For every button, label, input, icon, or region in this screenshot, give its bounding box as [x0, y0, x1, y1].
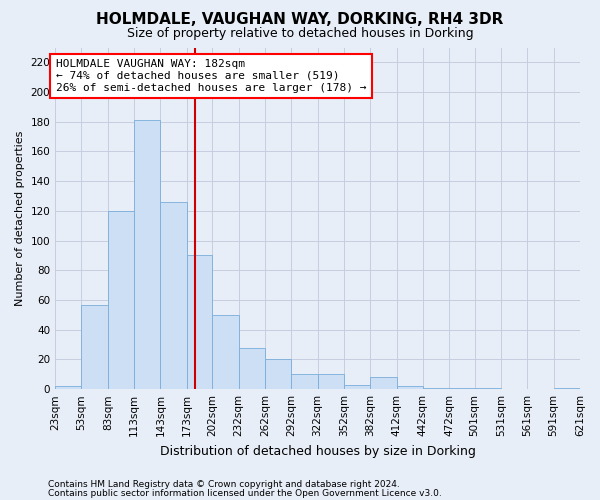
Text: Contains HM Land Registry data © Crown copyright and database right 2024.: Contains HM Land Registry data © Crown c…: [48, 480, 400, 489]
Text: Size of property relative to detached houses in Dorking: Size of property relative to detached ho…: [127, 28, 473, 40]
Bar: [82, 304, 108, 389]
Bar: [397, 386, 423, 389]
Bar: [265, 360, 291, 389]
Bar: [108, 211, 134, 389]
Bar: [554, 388, 580, 389]
Bar: [55, 386, 82, 389]
Bar: [291, 374, 317, 389]
Text: HOLMDALE, VAUGHAN WAY, DORKING, RH4 3DR: HOLMDALE, VAUGHAN WAY, DORKING, RH4 3DR: [97, 12, 503, 28]
Bar: [449, 388, 475, 389]
Text: Contains public sector information licensed under the Open Government Licence v3: Contains public sector information licen…: [48, 488, 442, 498]
Bar: [344, 384, 370, 389]
Bar: [317, 374, 344, 389]
Text: HOLMDALE VAUGHAN WAY: 182sqm
← 74% of detached houses are smaller (519)
26% of s: HOLMDALE VAUGHAN WAY: 182sqm ← 74% of de…: [56, 60, 367, 92]
X-axis label: Distribution of detached houses by size in Dorking: Distribution of detached houses by size …: [160, 444, 476, 458]
Bar: [212, 315, 239, 389]
Bar: [423, 388, 449, 389]
Bar: [370, 378, 397, 389]
Bar: [187, 256, 212, 389]
Y-axis label: Number of detached properties: Number of detached properties: [15, 130, 25, 306]
Bar: [475, 388, 501, 389]
Bar: [239, 348, 265, 389]
Bar: [134, 120, 160, 389]
Bar: [160, 202, 187, 389]
